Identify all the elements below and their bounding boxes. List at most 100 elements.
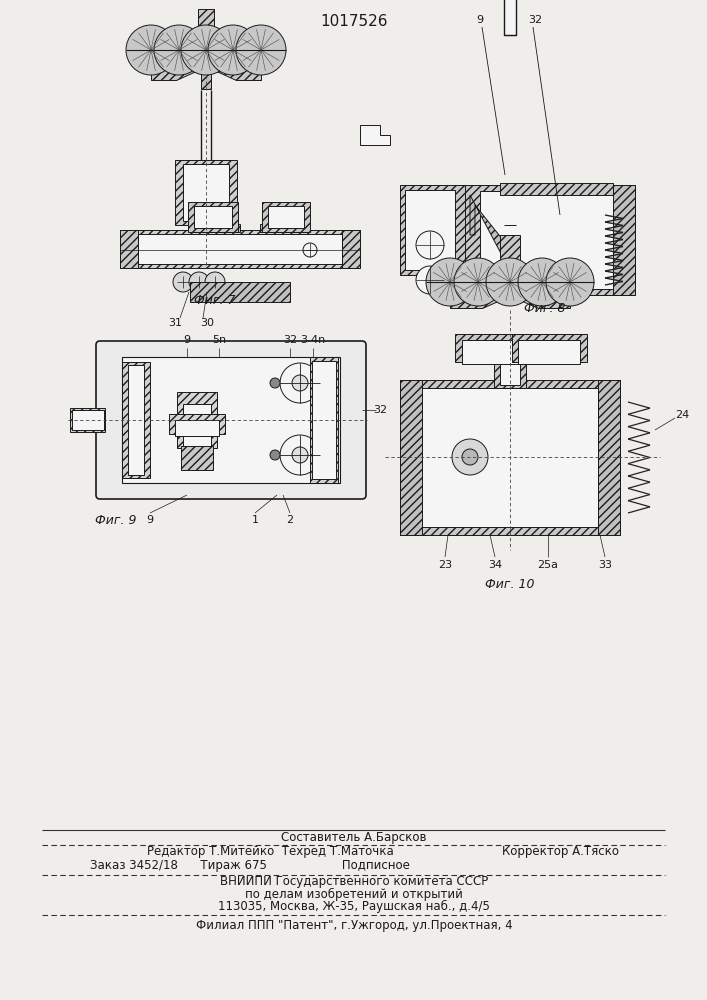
Polygon shape	[151, 50, 198, 80]
Circle shape	[236, 25, 286, 75]
Bar	[70, 408, 105, 432]
Text: 1: 1	[252, 515, 259, 525]
Bar	[72, 410, 104, 430]
Text: 23: 23	[438, 560, 452, 570]
Text: 25a: 25a	[537, 560, 559, 570]
Circle shape	[208, 25, 258, 75]
Circle shape	[154, 25, 204, 75]
Bar	[120, 230, 360, 268]
Text: 34: 34	[488, 560, 502, 570]
Bar	[500, 183, 613, 195]
Bar	[260, 224, 308, 232]
Text: 5n: 5n	[212, 335, 226, 345]
Bar	[198, 9, 214, 49]
Circle shape	[292, 447, 308, 463]
Bar	[128, 365, 144, 475]
Bar	[480, 191, 615, 289]
Bar	[262, 202, 310, 232]
Bar	[122, 362, 150, 478]
Bar	[455, 334, 530, 362]
Circle shape	[303, 243, 317, 257]
Text: 1017526: 1017526	[320, 14, 387, 29]
Text: 3-4n: 3-4n	[300, 335, 326, 345]
Bar	[400, 380, 422, 535]
Bar	[400, 185, 465, 275]
Circle shape	[280, 435, 320, 475]
Text: Фиг. 7: Фиг. 7	[194, 294, 235, 306]
Bar	[175, 420, 219, 436]
Bar	[400, 380, 620, 535]
Bar	[504, 0, 516, 35]
Text: 32: 32	[373, 405, 387, 415]
Bar	[268, 206, 304, 228]
Text: 30: 30	[200, 318, 214, 328]
Bar	[504, 0, 516, 35]
Bar	[194, 206, 232, 228]
Circle shape	[416, 231, 444, 259]
Bar	[138, 234, 342, 264]
Text: 9: 9	[146, 515, 153, 525]
Text: 9: 9	[183, 335, 191, 345]
Text: Филиал ППП "Патент", г.Ужгород, ул.Проектная, 4: Филиал ППП "Патент", г.Ужгород, ул.Проек…	[196, 920, 513, 932]
Bar	[120, 230, 138, 268]
Text: Корректор А.Тяско: Корректор А.Тяско	[501, 846, 619, 858]
Text: 9: 9	[477, 15, 484, 25]
Bar	[462, 340, 524, 364]
Circle shape	[205, 272, 225, 292]
Bar	[405, 190, 455, 270]
Circle shape	[126, 25, 176, 75]
Polygon shape	[450, 282, 500, 308]
Bar	[188, 202, 238, 232]
Bar	[169, 414, 225, 434]
Text: 32: 32	[528, 15, 542, 25]
Bar	[494, 343, 526, 388]
Text: 32: 32	[283, 335, 297, 345]
Bar	[500, 235, 520, 300]
Bar	[183, 404, 211, 452]
Bar	[190, 282, 290, 302]
Bar	[177, 392, 217, 448]
Polygon shape	[360, 125, 390, 145]
Bar	[460, 185, 635, 295]
Circle shape	[546, 258, 594, 306]
Text: по делам изобретений и открытий: по делам изобретений и открытий	[245, 887, 463, 901]
Text: 113035, Москва, Ж-35, Раушская наб., д.4/5: 113035, Москва, Ж-35, Раушская наб., д.4…	[218, 899, 490, 913]
Bar	[342, 230, 360, 268]
Circle shape	[426, 258, 474, 306]
Circle shape	[280, 363, 320, 403]
Bar	[190, 224, 240, 232]
Circle shape	[292, 375, 308, 391]
Circle shape	[486, 258, 534, 306]
Text: Фиг. 9: Фиг. 9	[95, 514, 136, 526]
Circle shape	[173, 272, 193, 292]
Circle shape	[416, 266, 444, 294]
Bar	[312, 361, 336, 479]
Text: Заказ 3452/18      Тираж 675                    Подписное: Заказ 3452/18 Тираж 675 Подписное	[90, 859, 410, 872]
Text: 2: 2	[286, 515, 293, 525]
Bar	[201, 19, 211, 89]
Circle shape	[270, 450, 280, 460]
Polygon shape	[214, 50, 261, 80]
Circle shape	[462, 449, 478, 465]
Polygon shape	[520, 282, 570, 308]
Text: Составитель А.Барсков: Составитель А.Барсков	[281, 832, 427, 844]
Text: Фиг. 8: Фиг. 8	[525, 302, 566, 314]
Bar	[175, 160, 237, 225]
FancyBboxPatch shape	[96, 341, 366, 499]
Circle shape	[181, 25, 231, 75]
Bar	[122, 357, 340, 483]
Circle shape	[270, 378, 280, 388]
Circle shape	[452, 439, 488, 475]
Polygon shape	[470, 195, 515, 280]
Bar	[310, 357, 338, 483]
Bar	[613, 185, 635, 295]
Text: Редактор Т.Митейко  Техред Т.Маточка: Редактор Т.Митейко Техред Т.Маточка	[146, 846, 393, 858]
Text: ВНИИПИ Государственного комитета СССР: ВНИИПИ Государственного комитета СССР	[220, 876, 488, 888]
Circle shape	[518, 258, 566, 306]
Text: 24: 24	[675, 410, 689, 420]
Bar	[512, 334, 587, 362]
Bar	[518, 340, 580, 364]
Text: Фиг. 10: Фиг. 10	[485, 578, 534, 591]
Bar	[500, 343, 520, 385]
Circle shape	[454, 258, 502, 306]
